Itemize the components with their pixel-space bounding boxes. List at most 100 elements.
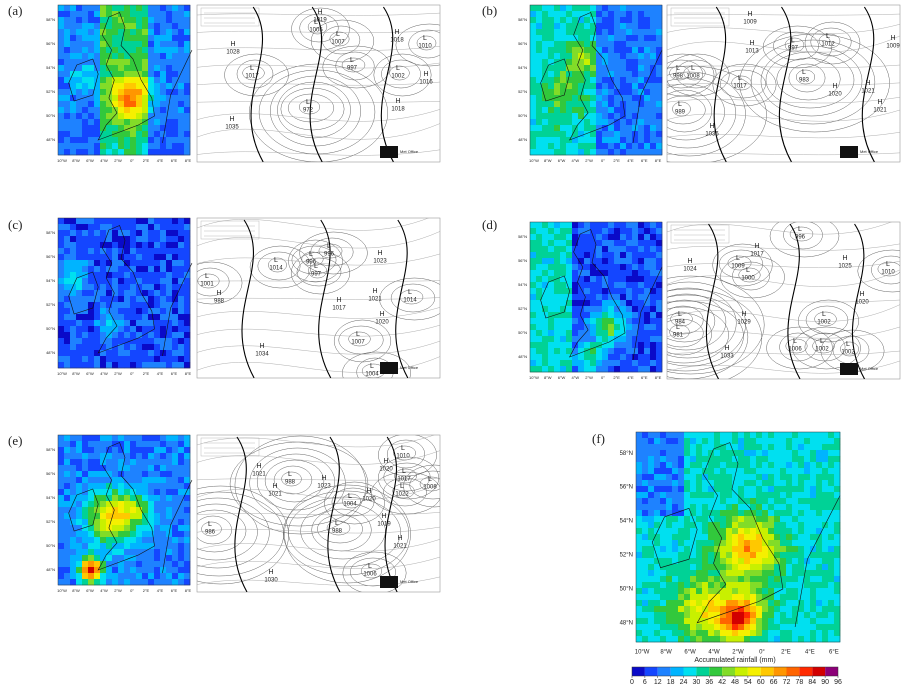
rain-cell <box>708 570 714 576</box>
rain-cell <box>124 248 130 254</box>
rain-cell <box>148 489 154 495</box>
rain-cell <box>560 41 566 47</box>
rain-cell <box>738 450 744 456</box>
rain-cell <box>572 41 578 47</box>
rain-cell <box>76 101 82 107</box>
rain-cell <box>554 222 560 228</box>
rain-cell <box>684 546 690 552</box>
rain-cell <box>584 240 590 246</box>
rain-cell <box>744 462 750 468</box>
rain-cell <box>130 435 136 441</box>
rain-cell <box>660 480 666 486</box>
rain-cell <box>166 77 172 83</box>
rain-cell <box>732 636 738 642</box>
rain-cell <box>678 540 684 546</box>
rain-cell <box>596 360 602 366</box>
rain-cell <box>684 534 690 540</box>
rain-cell <box>780 534 786 540</box>
rain-cell <box>636 612 642 618</box>
rain-cell <box>88 537 94 543</box>
colorbar-tick-label: 36 <box>705 679 713 686</box>
rain-cell <box>112 236 118 242</box>
rain-cell <box>684 630 690 636</box>
rain-cell <box>626 113 632 119</box>
rain-cell <box>82 483 88 489</box>
rain-cell <box>178 41 184 47</box>
rain-cell <box>100 119 106 125</box>
rain-cell <box>648 630 654 636</box>
rain-cell <box>106 107 112 113</box>
rain-cell <box>810 444 816 450</box>
pressure-centre-kind: L <box>350 57 354 64</box>
rain-cell <box>554 366 560 372</box>
rain-cell <box>58 77 64 83</box>
rain-cell <box>64 89 70 95</box>
rain-cell <box>566 246 572 252</box>
rain-cell <box>118 272 124 278</box>
rain-cell <box>178 272 184 278</box>
rain-cell <box>100 573 106 579</box>
rain-cell <box>780 438 786 444</box>
rain-cell <box>750 570 756 576</box>
rain-cell <box>548 137 554 143</box>
rain-cell <box>554 113 560 119</box>
rain-cell <box>184 537 190 543</box>
pressure-centre-kind: L <box>309 251 313 258</box>
rain-cell <box>720 600 726 606</box>
rain-cell <box>666 618 672 624</box>
rain-cell <box>596 137 602 143</box>
rain-cell <box>172 254 178 260</box>
rain-cell <box>834 510 840 516</box>
rain-cell <box>756 618 762 624</box>
rain-cell <box>614 47 620 53</box>
rain-cell <box>792 606 798 612</box>
rain-cell <box>666 558 672 564</box>
rain-cell <box>596 5 602 11</box>
rain-cell <box>608 366 614 372</box>
rain-cell <box>620 119 626 125</box>
rain-cell <box>596 11 602 17</box>
rain-cell <box>822 600 828 606</box>
rain-cell <box>148 561 154 567</box>
rain-cell <box>160 53 166 59</box>
rain-cell <box>602 294 608 300</box>
rain-cell <box>572 270 578 276</box>
rain-cell <box>702 450 708 456</box>
rain-cell <box>834 516 840 522</box>
rain-cell <box>786 474 792 480</box>
rain-cell <box>142 107 148 113</box>
rain-cell <box>572 300 578 306</box>
rain-cell <box>142 477 148 483</box>
rain-cell <box>70 356 76 362</box>
rain-cell <box>118 308 124 314</box>
rain-cell <box>124 143 130 149</box>
rain-cell <box>64 531 70 537</box>
rain-cell <box>172 83 178 89</box>
rain-cell <box>560 282 566 288</box>
rain-cell <box>64 302 70 308</box>
rain-cell <box>64 95 70 101</box>
rain-cell <box>154 248 160 254</box>
rain-cell <box>810 492 816 498</box>
lon-label: 4°W <box>100 588 108 593</box>
rain-cell <box>620 89 626 95</box>
rain-cell <box>768 528 774 534</box>
rain-cell <box>614 95 620 101</box>
rain-cell <box>702 624 708 630</box>
rain-cell <box>756 588 762 594</box>
rain-cell <box>94 441 100 447</box>
rain-cell <box>566 258 572 264</box>
rain-cell <box>124 119 130 125</box>
rain-cell <box>560 53 566 59</box>
rain-cell <box>82 137 88 143</box>
rain-cell <box>148 344 154 350</box>
rain-cell <box>666 468 672 474</box>
rain-cell <box>178 5 184 11</box>
rain-cell <box>644 222 650 228</box>
rain-cell <box>696 600 702 606</box>
rain-cell <box>684 432 690 438</box>
rain-cell <box>106 507 112 513</box>
rain-cell <box>82 47 88 53</box>
rain-cell <box>542 276 548 282</box>
rain-cell <box>650 47 656 53</box>
